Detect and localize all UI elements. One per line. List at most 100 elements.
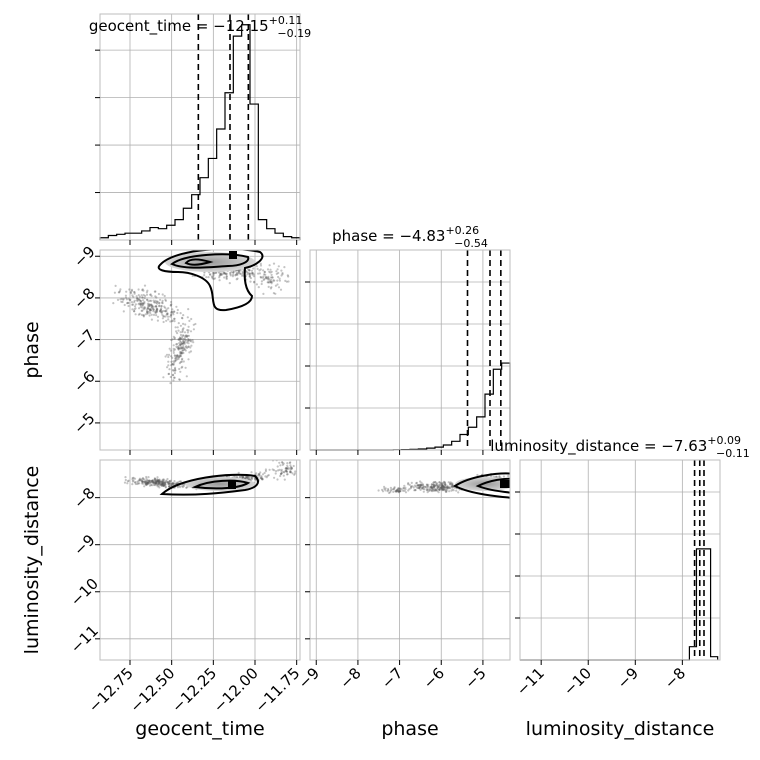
phase-vs-geocent-time-sample [174,326,177,329]
distance-vs-phase-sample [451,488,454,491]
phase-vs-geocent-time-sample [123,303,126,307]
geocent-time-title: geocent_time = −12.15+0.11 −0.19 [89,14,311,40]
phase-vs-geocent-time-sample [229,271,232,274]
distance-vs-phase-sample [422,484,425,487]
phase-vs-geocent-time-sample [167,372,170,376]
distance-vs-geocent-time-sample [170,483,173,486]
phase-vs-geocent-time-sample [187,339,190,342]
distance-vs-phase-sample [430,488,433,491]
distance-vs-phase-sample [443,482,446,485]
phase-vs-geocent-time-sample [175,354,179,357]
phase-vs-geocent-time-sample [191,339,194,342]
phase-vs-geocent-time-sample [178,336,181,339]
distance-vs-phase-sample [426,488,429,492]
phase-vs-geocent-time-sample [145,291,148,294]
distance-vs-geocent-time-sample [156,478,159,481]
phase-vs-geocent-time-sample [154,305,157,308]
phase-vs-geocent-time-sample [176,311,179,315]
phase-vs-geocent-time-sample [190,317,193,321]
phase-vs-geocent-time-sample [155,305,158,308]
distance-vs-geocent-time-sample [268,468,271,471]
distance-vs-geocent-time-sample [143,481,146,484]
distance-vs-phase-sample [443,486,446,489]
y-axis-label-phase: phase [21,321,43,378]
distance-vs-phase-sample [442,480,446,483]
phase-vs-geocent-time-sample [236,273,239,277]
distance-vs-geocent-time-sample [144,480,147,483]
phase-vs-geocent-time-sample [245,271,248,274]
distance-vs-geocent-time-sample [163,481,166,484]
distance-vs-geocent-time-sample [154,481,157,484]
phase-vs-geocent-time-sample [189,350,193,353]
phase-vs-geocent-time-sample [146,304,150,308]
distance-vs-geocent-time-sample [150,484,154,487]
phase-vs-geocent-time-sample [130,292,133,295]
phase-vs-geocent-time-sample [143,307,146,310]
distance-vs-geocent-time-sample [152,481,155,484]
phase-vs-geocent-time-sample [256,267,259,270]
distance-vs-geocent-time-sample [167,482,170,485]
distance-vs-geocent-time-sample [161,478,164,481]
phase-vs-geocent-time-sample [128,288,131,291]
phase-vs-geocent-time-sample [174,359,177,362]
phase-vs-geocent-time-sample [169,349,172,352]
phase-vs-geocent-time-sample [146,298,149,301]
distance-vs-geocent-time-sample [286,470,289,473]
distance-vs-phase-sample [430,485,433,488]
distance-vs-geocent-time-sample [258,474,261,477]
phase-vs-geocent-time-sample [154,290,157,293]
distance-vs-geocent-time-grid [100,460,300,660]
phase-vs-geocent-time-sample [125,290,128,293]
phase-vs-geocent-time-sample [252,273,255,276]
distance-vs-geocent-time-sample [242,476,245,479]
distance-vs-phase-sample [395,490,398,493]
phase-vs-geocent-time-sample [175,345,178,348]
phase-vs-geocent-time-sample [150,303,153,306]
distance-vs-phase-sample [430,486,434,490]
distance-vs-phase-sample [384,489,387,492]
distance-vs-geocent-time-sample [144,482,147,485]
distance-vs-phase-sample [440,487,443,490]
phase-vs-geocent-time-sample [158,301,161,304]
distance-vs-phase-sample [381,490,385,493]
distance-vs-geocent-time-sample [172,482,175,485]
distance-vs-geocent-time-sample [168,485,171,488]
phase-vs-geocent-time-sample [257,286,260,289]
phase-vs-geocent-time-sample [203,274,206,277]
phase-vs-geocent-time-sample [165,353,169,356]
distance-vs-geocent-time-sample [146,482,149,486]
phase-hist-line [310,362,511,451]
phase-vs-geocent-time-sample [185,335,188,338]
distance-vs-geocent-time-sample [275,470,278,473]
distance-vs-phase-sample [438,488,441,491]
distance-vs-geocent-time-sample [126,482,129,485]
distance-vs-phase-sample [418,486,421,489]
phase-vs-geocent-time-sample [176,332,179,335]
distance-vs-geocent-time-sample [151,480,155,483]
distance-vs-phase-sample [415,485,418,488]
distance-vs-phase-sample [448,482,452,485]
distance-vs-geocent-time-sample [248,478,251,481]
distance-vs-geocent-time-sample [294,470,297,473]
phase-vs-geocent-time-sample [134,303,137,306]
distance-vs-geocent-time-sample [172,482,175,485]
phase-vs-geocent-time-sample [181,337,184,340]
distance-vs-phase-sample [403,484,406,487]
distance-vs-phase-sample [404,491,408,494]
distance-vs-geocent-time-sample [285,467,288,470]
distance-vs-geocent-time-contour-inner [191,479,251,490]
distance-vs-phase-sample [437,485,440,488]
distance-vs-phase-sample [448,486,451,489]
phase-vs-geocent-time-sample [142,304,145,307]
phase-vs-geocent-time-sample [173,337,176,340]
phase-vs-geocent-time-sample [185,345,188,348]
distance-vs-geocent-time-sample [233,475,236,478]
distance-vs-phase-sample [438,488,441,491]
distance-vs-phase-sample [420,483,423,486]
phase-vs-geocent-time-sample [173,336,176,339]
phase-vs-geocent-time-sample [178,354,182,357]
distance-vs-phase-sample [451,486,455,489]
distance-vs-geocent-time-sample [161,483,164,487]
distance-vs-phase-sample [432,481,435,484]
distance-vs-geocent-time-sample [178,486,182,489]
